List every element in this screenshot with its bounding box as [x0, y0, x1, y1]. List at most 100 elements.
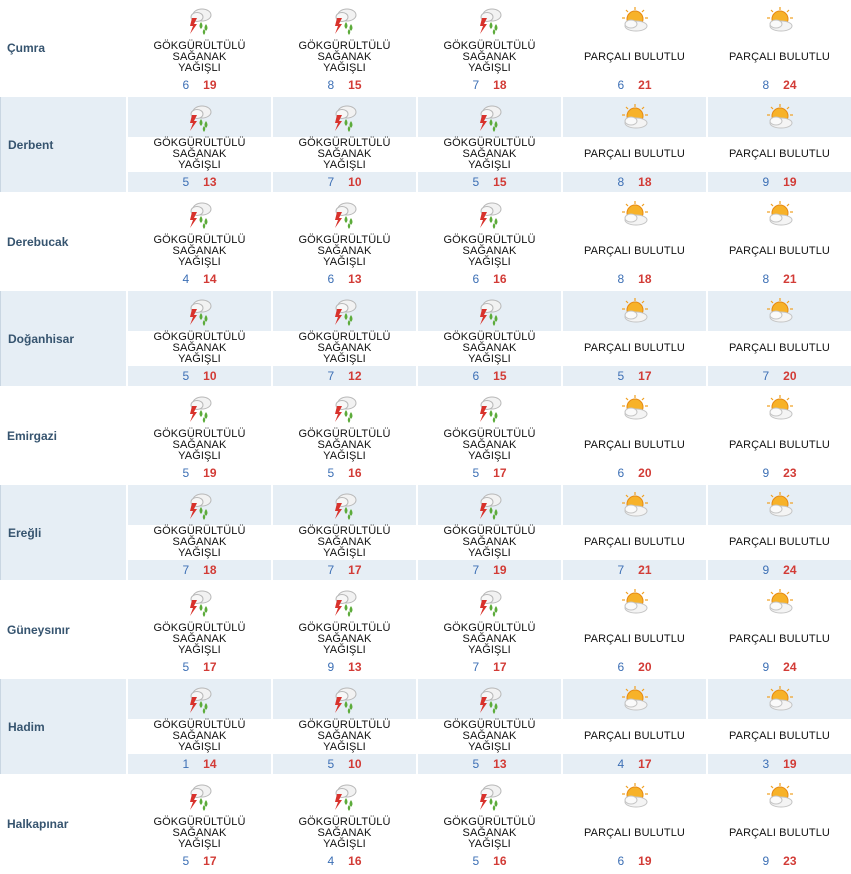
forecast-row: Doğanhisar GÖKGÜRÜLTÜLÜ SAĞANAK YAĞIŞLI 5…	[0, 291, 851, 386]
day-forecast-cell: GÖKGÜRÜLTÜLÜ SAĞANAK YAĞIŞLI 5 17	[128, 776, 271, 871]
condition-label: GÖKGÜRÜLTÜLÜ SAĞANAK YAĞIŞLI	[153, 816, 246, 850]
temperature-range: 7 18	[128, 560, 271, 580]
min-temp: 9	[762, 563, 770, 577]
partly-cloudy-icon	[620, 103, 650, 133]
city-name[interactable]: Emirgazi	[7, 428, 58, 443]
day-cells: GÖKGÜRÜLTÜLÜ SAĞANAK YAĞIŞLI 1 14 GÖKGÜRÜL…	[126, 679, 851, 774]
thunderstorm-rain-icon	[185, 6, 215, 36]
condition-label: PARÇALI BULUTLU	[584, 245, 685, 257]
city-name[interactable]: Çumra	[7, 40, 46, 55]
temperature-range: 3 19	[708, 754, 851, 774]
min-temp: 7	[327, 175, 335, 189]
temperature-range: 6 20	[563, 657, 706, 677]
partly-cloudy-icon	[620, 685, 650, 715]
max-temp: 24	[783, 660, 797, 674]
day-cells: GÖKGÜRÜLTÜLÜ SAĞANAK YAĞIŞLI 7 18 GÖKGÜRÜL…	[126, 485, 851, 580]
day-forecast-cell: PARÇALI BULUTLU 8 18	[563, 97, 706, 192]
day-forecast-cell: GÖKGÜRÜLTÜLÜ SAĞANAK YAĞIŞLI 6 13	[273, 194, 416, 289]
bot-band	[563, 366, 706, 386]
condition-label: PARÇALI BULUTLU	[729, 827, 830, 839]
temperature-range: 5 10	[128, 366, 271, 386]
max-temp: 16	[348, 466, 362, 480]
temperature-range: 6 13	[273, 269, 416, 289]
day-cells: GÖKGÜRÜLTÜLÜ SAĞANAK YAĞIŞLI 5 13 GÖKGÜRÜL…	[126, 97, 851, 192]
condition-text: PARÇALI BULUTLU	[563, 234, 706, 269]
min-temp: 5	[472, 854, 480, 868]
day-forecast-cell: GÖKGÜRÜLTÜLÜ SAĞANAK YAĞIŞLI 9 13	[273, 582, 416, 677]
max-temp: 17	[638, 369, 652, 383]
city-name[interactable]: Güneysınır	[7, 622, 70, 637]
min-temp: 9	[762, 660, 770, 674]
mid-band	[563, 428, 706, 463]
min-temp: 7	[327, 369, 335, 383]
min-temp: 5	[182, 175, 190, 189]
mid-band	[273, 719, 416, 754]
condition-text: PARÇALI BULUTLU	[708, 816, 851, 851]
mid-band	[563, 525, 706, 560]
condition-label: GÖKGÜRÜLTÜLÜ SAĞANAK YAĞIŞLI	[298, 428, 391, 462]
city-name[interactable]: Doğanhisar	[0, 291, 126, 386]
condition-label: GÖKGÜRÜLTÜLÜ SAĞANAK YAĞIŞLI	[443, 525, 536, 559]
thunderstorm-rain-icon	[330, 491, 360, 521]
min-temp: 5	[327, 466, 335, 480]
mid-band	[273, 622, 416, 657]
thunderstorm-rain-icon	[185, 491, 215, 521]
temperature-range: 7 10	[273, 172, 416, 192]
max-temp: 16	[493, 854, 507, 868]
max-temp: 17	[638, 757, 652, 771]
mid-band	[418, 719, 561, 754]
temperature-range: 6 20	[563, 463, 706, 483]
condition-label: PARÇALI BULUTLU	[584, 536, 685, 548]
mid-band	[563, 719, 706, 754]
max-temp: 18	[638, 175, 652, 189]
partly-cloudy-icon	[765, 6, 795, 36]
condition-text: PARÇALI BULUTLU	[563, 719, 706, 754]
thunderstorm-rain-icon	[185, 394, 215, 424]
day-forecast-cell: PARÇALI BULUTLU 9 24	[708, 485, 851, 580]
min-temp: 1	[182, 757, 190, 771]
city-name[interactable]: Halkapınar	[7, 816, 69, 831]
day-cells: GÖKGÜRÜLTÜLÜ SAĞANAK YAĞIŞLI 5 17 GÖKGÜRÜL…	[126, 582, 851, 677]
max-temp: 20	[638, 660, 652, 674]
partly-cloudy-icon	[620, 200, 650, 230]
max-temp: 15	[493, 175, 507, 189]
day-forecast-cell: GÖKGÜRÜLTÜLÜ SAĞANAK YAĞIŞLI 5 17	[128, 582, 271, 677]
max-temp: 15	[348, 78, 362, 92]
thunderstorm-rain-icon	[475, 588, 505, 618]
min-temp: 5	[617, 369, 625, 383]
max-temp: 12	[348, 369, 362, 383]
thunderstorm-rain-icon	[475, 491, 505, 521]
partly-cloudy-icon	[620, 6, 650, 36]
condition-text: GÖKGÜRÜLTÜLÜ SAĞANAK YAĞIŞLI	[418, 622, 561, 657]
min-temp: 9	[762, 175, 770, 189]
max-temp: 19	[783, 757, 797, 771]
day-forecast-cell: PARÇALI BULUTLU 9 24	[708, 582, 851, 677]
temperature-range: 7 12	[273, 366, 416, 386]
city-name[interactable]: Hadim	[0, 679, 126, 774]
day-cells: GÖKGÜRÜLTÜLÜ SAĞANAK YAĞIŞLI 5 17 GÖKGÜRÜL…	[126, 776, 851, 871]
day-forecast-cell: GÖKGÜRÜLTÜLÜ SAĞANAK YAĞIŞLI 7 18	[128, 485, 271, 580]
temperature-range: 5 17	[128, 851, 271, 871]
day-forecast-cell: GÖKGÜRÜLTÜLÜ SAĞANAK YAĞIŞLI 5 10	[128, 291, 271, 386]
city-name[interactable]: Derebucak	[7, 234, 69, 249]
max-temp: 16	[493, 272, 507, 286]
condition-text: GÖKGÜRÜLTÜLÜ SAĞANAK YAĞIŞLI	[418, 525, 561, 560]
mid-band	[418, 816, 561, 851]
day-forecast-cell: PARÇALI BULUTLU 6 20	[563, 388, 706, 483]
bot-band	[418, 172, 561, 192]
thunderstorm-rain-icon	[330, 394, 360, 424]
city-name[interactable]: Ereğli	[0, 485, 126, 580]
day-forecast-cell: PARÇALI BULUTLU 9 23	[708, 776, 851, 871]
condition-label: GÖKGÜRÜLTÜLÜ SAĞANAK YAĞIŞLI	[153, 525, 246, 559]
temperature-range: 9 13	[273, 657, 416, 677]
city-name[interactable]: Derbent	[0, 97, 126, 192]
partly-cloudy-icon	[765, 297, 795, 327]
condition-text: GÖKGÜRÜLTÜLÜ SAĞANAK YAĞIŞLI	[418, 428, 561, 463]
condition-label: PARÇALI BULUTLU	[584, 148, 685, 160]
bot-band	[563, 754, 706, 774]
temperature-range: 7 21	[563, 560, 706, 580]
day-forecast-cell: GÖKGÜRÜLTÜLÜ SAĞANAK YAĞIŞLI 6 19	[128, 0, 271, 95]
temperature-range: 7 19	[418, 560, 561, 580]
temperature-range: 5 15	[418, 172, 561, 192]
bot-band	[563, 172, 706, 192]
